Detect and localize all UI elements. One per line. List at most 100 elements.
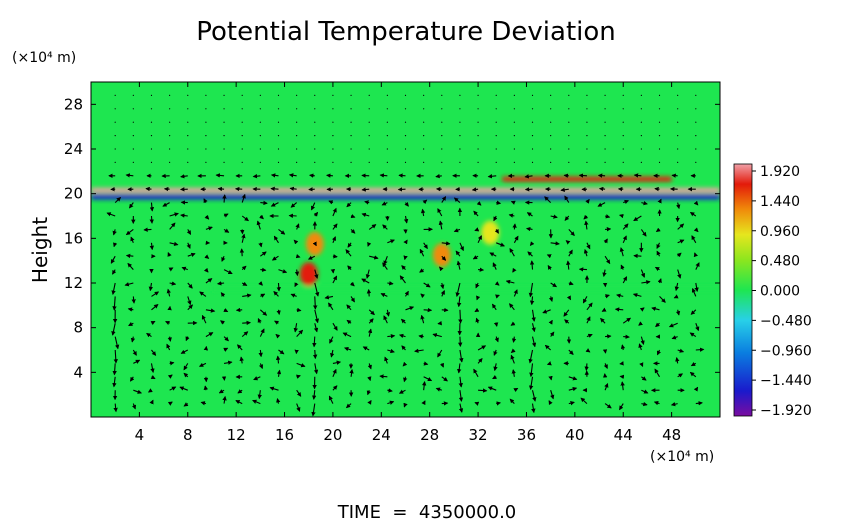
vector-dot <box>423 148 425 150</box>
vector-dot <box>640 94 642 96</box>
vector-dot <box>332 108 334 110</box>
vector-dot <box>350 94 352 96</box>
vector-arrow <box>487 174 497 179</box>
vector-arrow <box>398 389 406 394</box>
vector-arrow <box>675 357 680 364</box>
vector-arrow <box>290 202 297 208</box>
vector-dot <box>622 135 624 137</box>
vector-dot <box>404 135 407 137</box>
vector-arrow <box>379 374 388 379</box>
vector-arrow <box>668 322 678 328</box>
vector-dot <box>259 161 261 163</box>
vector-dot <box>513 121 515 123</box>
vector-dot <box>169 94 171 96</box>
vector-dot <box>205 135 207 137</box>
vector-arrow <box>640 269 646 278</box>
vector-dot <box>423 135 425 137</box>
vector-arrow <box>639 362 644 368</box>
vector-arrow <box>133 389 142 394</box>
vector-arrow <box>695 262 700 270</box>
vector-dot <box>205 94 207 96</box>
vector-dot <box>314 108 316 110</box>
vector-dot <box>622 148 624 150</box>
x-tick-label: 48 <box>662 426 681 444</box>
vector-arrow <box>405 306 415 311</box>
vector-dot <box>114 135 116 137</box>
vector-arrow <box>494 294 500 299</box>
vector-arrow <box>275 333 281 339</box>
vector-arrow <box>150 320 156 326</box>
vector-dot <box>314 161 316 163</box>
plot-frame <box>90 81 721 418</box>
vector-dot <box>150 121 153 123</box>
vector-arrow <box>222 395 227 404</box>
vector-arrow <box>693 252 698 258</box>
vector-arrow <box>332 322 338 331</box>
vector-dot <box>169 161 171 163</box>
vector-arrow <box>475 317 480 324</box>
vector-arrow <box>186 229 192 235</box>
vector-arrow <box>125 173 134 178</box>
vector-arrow <box>112 363 117 376</box>
vector-arrow <box>313 296 318 310</box>
y-tick-label: 24 <box>64 140 83 158</box>
vector-arrow <box>314 309 320 324</box>
colorbar-label: −1.920 <box>760 403 812 419</box>
vector-arrow <box>328 302 334 311</box>
vector-dot <box>296 108 298 110</box>
vector-dot <box>277 94 280 96</box>
vector-arrow <box>403 402 408 408</box>
vector-arrow <box>458 390 464 402</box>
vector-arrow <box>346 319 352 325</box>
vector-dot <box>677 135 679 137</box>
vector-arrow <box>531 390 537 402</box>
vector-arrow <box>149 202 155 212</box>
vector-arrow <box>203 198 208 204</box>
vector-arrow <box>369 255 379 260</box>
vector-arrow <box>604 382 609 391</box>
vector-dot <box>586 94 588 96</box>
vector-dot <box>441 135 443 137</box>
vector-arrow <box>312 349 318 360</box>
vector-arrow <box>403 376 408 383</box>
vector-arrow <box>401 345 406 351</box>
vector-arrow <box>241 281 248 286</box>
vector-arrow <box>256 220 261 230</box>
vector-dot <box>314 121 316 123</box>
vector-arrow <box>603 238 608 244</box>
vector-dot <box>187 121 189 123</box>
vector-arrow <box>242 320 251 326</box>
vector-dot <box>622 161 624 163</box>
y-unit-label: (×10⁴ m) <box>12 50 76 66</box>
vector-arrow <box>605 227 612 232</box>
vector-arrow <box>295 253 301 259</box>
chart-title: Potential Temperature Deviation <box>196 17 616 47</box>
vector-arrow <box>456 296 462 308</box>
vector-arrow <box>379 173 388 178</box>
vector-arrow <box>640 229 647 237</box>
vector-arrow <box>493 215 498 222</box>
vector-dot <box>132 121 134 123</box>
vector-arrow <box>654 266 660 272</box>
vector-dot <box>677 108 679 110</box>
vector-arrow <box>654 186 660 192</box>
vector-arrow <box>546 254 552 259</box>
vector-arrow <box>653 401 660 406</box>
vector-arrow <box>441 376 448 382</box>
vector-arrow <box>169 212 179 217</box>
y-tick-label: 20 <box>64 185 83 203</box>
vector-arrow <box>217 281 225 286</box>
vector-arrow <box>365 269 371 279</box>
vector-dot <box>368 135 370 137</box>
vector-arrow <box>550 282 558 288</box>
vector-dot <box>441 121 443 123</box>
vector-arrow <box>677 348 685 353</box>
vector-dot <box>187 148 189 150</box>
x-tick-label: 36 <box>517 426 536 444</box>
vector-arrow <box>241 331 249 338</box>
vector-arrow <box>512 267 517 273</box>
vector-arrow <box>623 199 629 205</box>
colorbar-label: −1.440 <box>760 373 812 389</box>
vector-arrow <box>127 262 134 270</box>
